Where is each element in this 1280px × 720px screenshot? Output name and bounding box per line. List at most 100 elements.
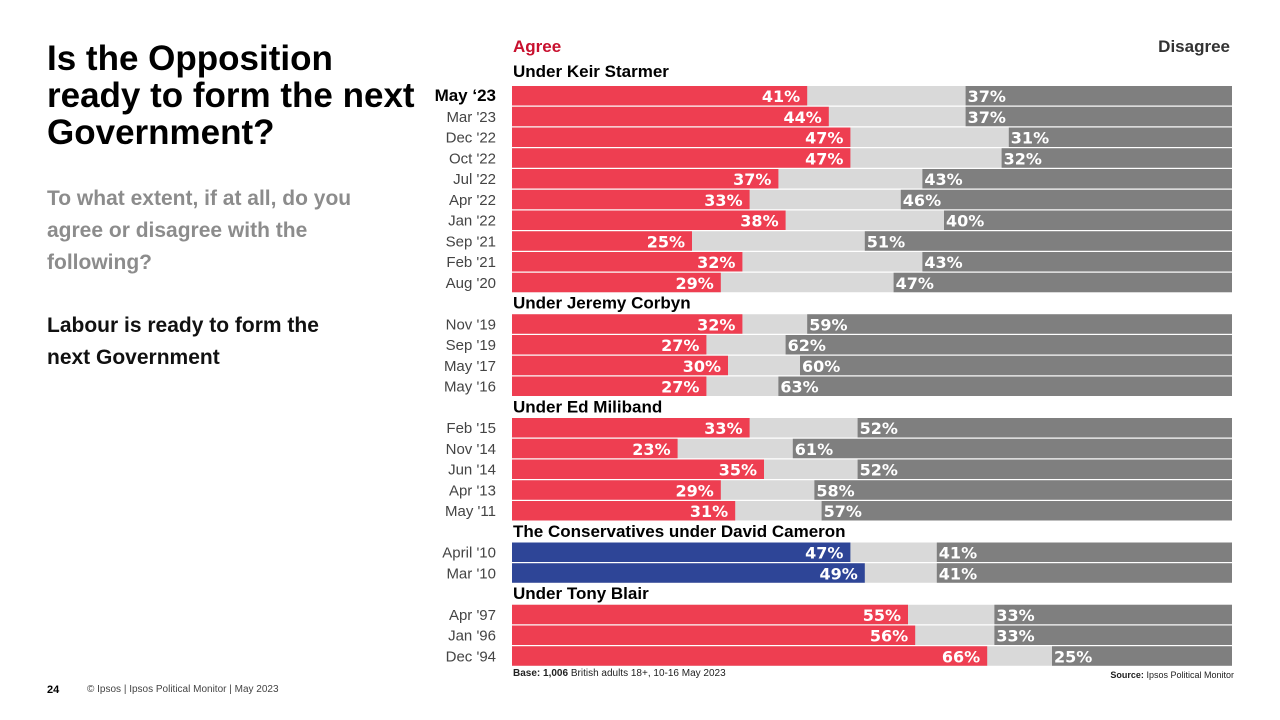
data-label-agree: 25% — [647, 232, 685, 251]
group-heading: Under Keir Starmer — [513, 62, 669, 81]
bar-agree — [512, 148, 851, 168]
base-label: Base: — [513, 668, 541, 679]
data-label-agree: 55% — [863, 606, 901, 625]
data-label-agree: 29% — [676, 481, 714, 500]
category-label: Dec '94 — [446, 648, 496, 665]
bar-agree — [512, 252, 743, 272]
category-label: May '17 — [444, 358, 496, 375]
category-label: Nov '19 — [446, 316, 496, 333]
category-label: May '16 — [444, 379, 496, 396]
category-label: Feb '15 — [446, 420, 496, 437]
bar-disagree — [1052, 646, 1232, 666]
page-title: Is the Opposition ready to form the next… — [47, 39, 415, 152]
bar-disagree — [807, 314, 1232, 334]
bar-agree — [512, 459, 764, 479]
data-label-agree: 32% — [697, 315, 735, 334]
category-label: May ‘23 — [435, 86, 496, 105]
data-label-disagree: 59% — [809, 315, 847, 334]
data-label-agree: 47% — [805, 129, 843, 148]
group-heading: Under Jeremy Corbyn — [513, 294, 691, 313]
bar-disagree — [800, 355, 1232, 376]
bar-disagree — [857, 418, 1232, 438]
data-label-agree: 44% — [784, 108, 822, 127]
bar-agree — [512, 438, 678, 459]
data-label-disagree: 52% — [860, 461, 898, 480]
data-label-agree: 32% — [697, 253, 735, 272]
bar-disagree — [994, 604, 1232, 625]
survey-statement: Labour is ready to form the next Governm… — [47, 314, 319, 369]
bar-disagree — [922, 252, 1232, 272]
legend-disagree: Disagree — [1158, 37, 1230, 56]
data-label-disagree: 60% — [802, 357, 840, 376]
data-label-disagree: 41% — [939, 564, 977, 583]
data-label-disagree: 33% — [996, 606, 1034, 625]
legend-agree: Agree — [513, 37, 562, 56]
data-label-agree: 27% — [661, 378, 699, 397]
bar-agree — [512, 314, 743, 334]
bar-disagree — [936, 563, 1232, 583]
data-label-agree: 49% — [820, 564, 858, 583]
category-label: Aug '20 — [446, 275, 496, 292]
bar-agree — [512, 86, 808, 106]
data-label-disagree: 43% — [924, 253, 962, 272]
bar-disagree — [900, 189, 1232, 210]
category-label: Apr '22 — [449, 192, 496, 209]
data-label-agree: 41% — [762, 87, 800, 106]
base-value: 1,006 — [543, 668, 569, 679]
category-label: Sep '19 — [446, 337, 496, 354]
source-note: Source: Ipsos Political Monitor — [1034, 670, 1234, 680]
category-label: Apr '97 — [449, 607, 496, 624]
category-label: Jun '14 — [448, 462, 496, 479]
data-label-disagree: 61% — [795, 440, 833, 459]
bar-disagree — [785, 335, 1232, 355]
data-label-disagree: 47% — [896, 274, 934, 293]
bar-agree — [512, 376, 707, 396]
category-label: April '10 — [442, 545, 496, 562]
category-label: Oct '22 — [449, 150, 496, 167]
page-number: 24 — [47, 684, 60, 696]
group-heading: Under Ed Miliband — [513, 397, 662, 416]
bar-agree — [512, 646, 988, 666]
category-label: Mar '23 — [446, 109, 496, 126]
data-label-disagree: 46% — [903, 191, 941, 210]
data-label-agree: 33% — [704, 191, 742, 210]
data-label-disagree: 33% — [996, 627, 1034, 646]
category-label: Mar '10 — [446, 565, 496, 582]
bar-disagree — [857, 459, 1232, 479]
data-label-disagree: 57% — [824, 502, 862, 521]
bar-agree — [512, 210, 786, 230]
bar-disagree — [864, 231, 1232, 251]
data-label-agree: 56% — [870, 627, 908, 646]
bar-disagree — [965, 86, 1232, 106]
bar-disagree — [893, 272, 1232, 293]
bar-agree — [512, 563, 865, 583]
data-label-agree: 66% — [942, 647, 980, 666]
base-text: British adults 18+, 10-16 May 2023 — [570, 668, 726, 679]
data-label-agree: 47% — [805, 544, 843, 563]
data-label-disagree: 52% — [860, 419, 898, 438]
bar-disagree — [778, 376, 1232, 396]
source-label: Source: — [1110, 670, 1144, 680]
survey-question: To what extent, if at all, do you agree … — [47, 187, 352, 274]
category-label: Jan '96 — [448, 628, 496, 645]
bar-disagree — [936, 542, 1232, 562]
bar-agree — [512, 272, 721, 293]
data-label-disagree: 37% — [968, 108, 1006, 127]
bar-agree — [512, 418, 750, 438]
data-label-agree: 30% — [683, 357, 721, 376]
data-label-disagree: 62% — [788, 336, 826, 355]
data-label-agree: 33% — [704, 419, 742, 438]
bar-disagree — [922, 169, 1232, 189]
category-label: Jul '22 — [453, 171, 496, 188]
data-label-agree: 31% — [690, 502, 728, 521]
group-heading: Under Tony Blair — [513, 584, 649, 603]
bar-disagree — [814, 480, 1232, 500]
category-label: May '11 — [445, 503, 496, 520]
bar-agree — [512, 501, 736, 521]
data-label-disagree: 31% — [1011, 129, 1049, 148]
bar-agree — [512, 625, 916, 645]
data-label-agree: 27% — [661, 336, 699, 355]
data-label-agree: 47% — [805, 149, 843, 168]
data-label-disagree: 41% — [939, 544, 977, 563]
